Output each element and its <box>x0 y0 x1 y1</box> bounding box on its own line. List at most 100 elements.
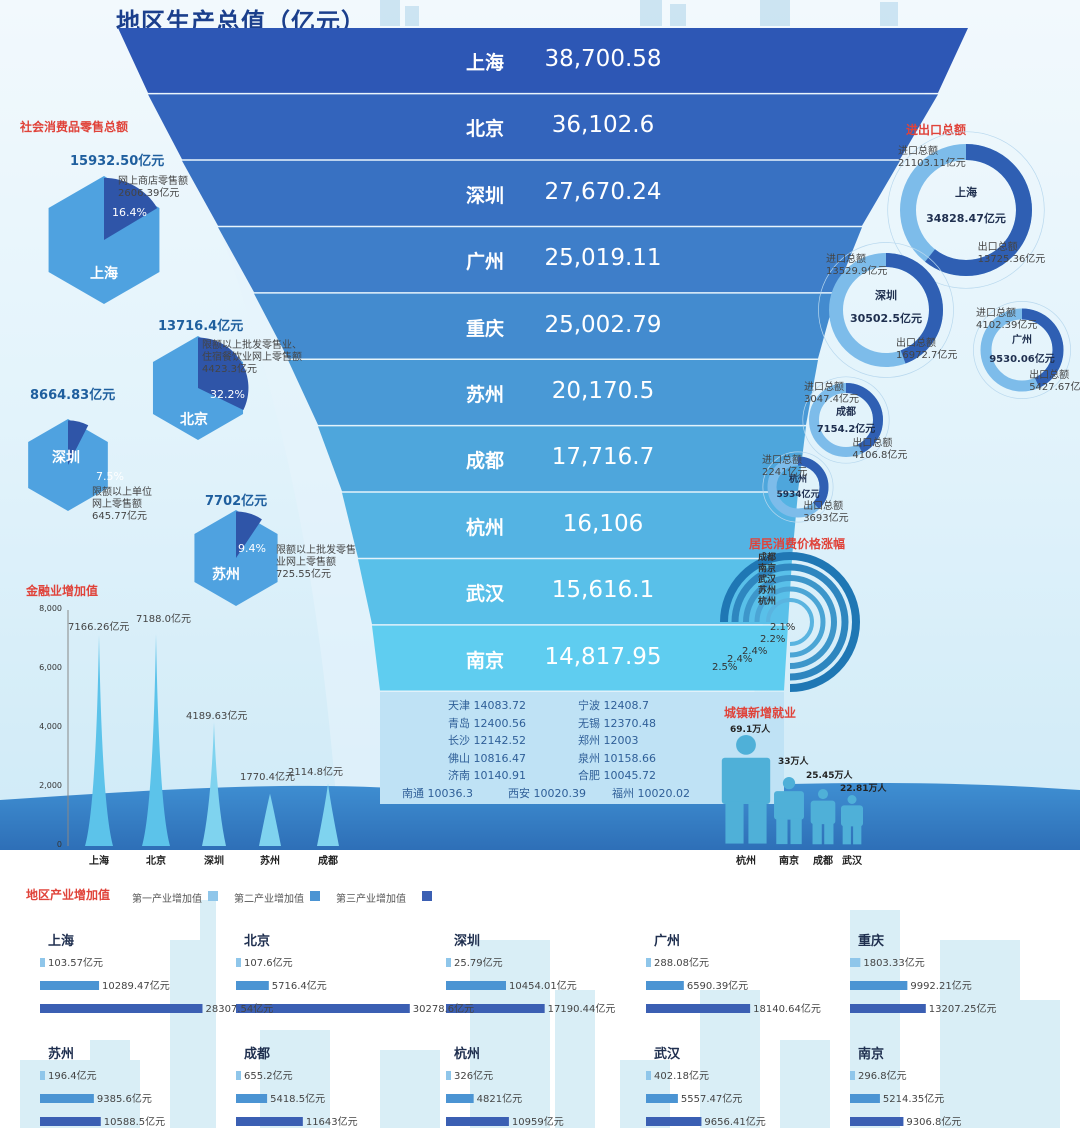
industry-bar-label: 5557.47亿元 <box>680 1094 743 1105</box>
finance-ytick: 4,000 <box>39 722 62 731</box>
funnel-city: 上海 <box>465 52 504 74</box>
industry-bar <box>40 981 100 990</box>
retail-share-wedge <box>236 511 262 558</box>
funnel-city: 深圳 <box>465 184 504 207</box>
jobs-city: 南京 <box>779 856 799 867</box>
trade-donuts <box>762 131 1071 523</box>
industry-bar-label: 5716.4亿元 <box>271 981 327 992</box>
finance-bar <box>259 793 281 846</box>
trade-city: 成都 <box>836 406 856 418</box>
finance-bar <box>85 634 113 846</box>
retail-share-wedge <box>104 177 158 240</box>
industry-legend-swatch <box>310 891 320 901</box>
finance-bar <box>317 783 339 846</box>
gdp-rest-left: 佛山 10816.47 <box>448 751 526 765</box>
industry-bar <box>236 1071 241 1080</box>
cpi-value: 2.2% <box>760 634 786 645</box>
industry-city: 北京 <box>244 934 271 949</box>
industry-city: 深圳 <box>454 934 481 949</box>
industry-bar <box>446 1004 545 1013</box>
trade-orbit <box>973 301 1071 399</box>
industry-bar <box>446 1071 451 1080</box>
industry-bar-label: 10588.5亿元 <box>103 1117 166 1128</box>
industry-bar-label: 103.57亿元 <box>48 958 103 969</box>
funnel-band <box>148 94 938 160</box>
trade-total: 7154.2亿元 <box>816 424 876 435</box>
trade-total: 30502.5亿元 <box>849 312 923 325</box>
funnel-band <box>182 160 900 226</box>
industry-bar-label: 326亿元 <box>454 1071 494 1082</box>
funnel-city: 重庆 <box>465 317 504 340</box>
finance-ytick: 2,000 <box>39 781 62 790</box>
retail-pct: 7.5% <box>96 470 124 483</box>
retail-total: 15932.50亿元 <box>70 154 165 169</box>
retail-desc: 限额以上单位 网上零售额 645.77亿元 <box>92 487 152 522</box>
industry-bar-label: 6590.39亿元 <box>686 981 749 992</box>
finance-bar <box>142 633 170 846</box>
finance-category: 北京 <box>146 856 166 867</box>
industry-bar <box>646 1071 651 1080</box>
retail-share-wedge <box>198 337 249 411</box>
industry-bar-label: 1803.33亿元 <box>863 958 925 969</box>
gdp-rest-left: 长沙 12142.52 <box>448 734 526 747</box>
gdp-rest-last: 西安 10020.39 <box>508 787 586 800</box>
cpi-city: 南京 <box>758 564 777 574</box>
industry-bar <box>850 1071 855 1080</box>
funnel-band <box>218 227 862 293</box>
industry-bar-label: 5214.35亿元 <box>882 1094 945 1105</box>
industry-city: 广州 <box>654 934 681 949</box>
industry-bar <box>236 981 269 990</box>
jobs-figure-body <box>841 805 863 827</box>
finance-ytick: 6,000 <box>39 663 62 672</box>
funnel-band <box>288 360 818 425</box>
finance-ytick: 0 <box>56 840 62 849</box>
gdp-rest-last: 南通 10036.3 <box>402 787 473 800</box>
gdp-rest-left: 青岛 12400.56 <box>448 716 526 730</box>
industry-city: 杭州 <box>454 1047 481 1062</box>
industry-bar-label: 10454.01亿元 <box>509 981 577 992</box>
jobs-figure-head <box>817 789 829 800</box>
trade-city: 广州 <box>1012 335 1032 347</box>
trade-total: 5934亿元 <box>776 490 820 500</box>
industry-bar-label: 9306.8亿元 <box>906 1117 962 1128</box>
industry-city: 南京 <box>858 1047 885 1062</box>
finance-value-label: 4189.63亿元 <box>186 711 248 722</box>
industry-bar <box>646 958 651 967</box>
industry-bar-label: 11643亿元 <box>305 1117 358 1128</box>
funnel-city: 武汉 <box>465 583 504 606</box>
industry-bar <box>40 1117 101 1126</box>
gdp-rest-right: 泉州 10158.66 <box>578 751 656 765</box>
cpi-city: 成都 <box>758 553 777 563</box>
jobs-figure-leg <box>812 822 822 845</box>
industry-legend-label: 第一产业增加值 <box>132 894 202 905</box>
industry-bar-label: 655.2亿元 <box>244 1071 293 1082</box>
industry-bar <box>850 958 861 967</box>
trade-import: 进口总额 13529.9亿元 <box>826 254 888 277</box>
gdp-funnel <box>118 28 968 804</box>
jobs-figure-body <box>810 800 836 825</box>
gdp-rest-right: 宁波 12408.7 <box>578 699 649 712</box>
industry-bar-label: 25.79亿元 <box>454 958 503 969</box>
finance-ytick: 8,000 <box>39 604 62 613</box>
jobs-figure-leg <box>725 801 744 844</box>
industry-bar-label: 10289.47亿元 <box>102 981 170 992</box>
finance-category: 成都 <box>318 856 338 867</box>
retail-share-wedge <box>68 420 89 465</box>
industry-bar-label: 17190.44亿元 <box>547 1004 616 1015</box>
retail-title: 社会消费品零售总额 <box>20 120 129 134</box>
funnel-value: 17,716.7 <box>551 444 655 471</box>
funnel-city: 北京 <box>465 118 504 141</box>
jobs-figures <box>721 735 863 845</box>
retail-total: 8664.83亿元 <box>30 388 116 403</box>
industry-bar <box>646 1004 751 1013</box>
industry-bar <box>446 958 451 967</box>
funnel-city: 苏州 <box>465 384 504 406</box>
trade-ring-import <box>809 383 883 457</box>
retail-hexagons <box>28 176 278 606</box>
funnel-value: 25,002.79 <box>544 311 662 338</box>
industry-bar <box>40 958 45 967</box>
jobs-figure-body <box>721 757 771 804</box>
industry-bar-label: 296.8亿元 <box>858 1071 907 1082</box>
jobs-figure-head <box>782 777 796 790</box>
trade-orbit <box>887 131 1045 289</box>
